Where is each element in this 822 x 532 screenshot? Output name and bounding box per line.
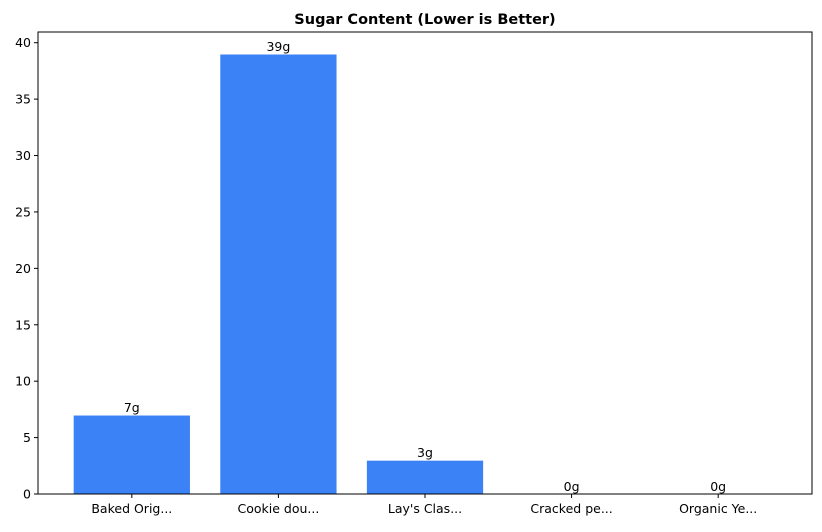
y-tick-label: 5 xyxy=(23,430,31,445)
bar xyxy=(365,459,485,495)
y-tick-label: 40 xyxy=(15,35,31,50)
y-tick-label: 15 xyxy=(15,317,31,332)
y-tick-label: 20 xyxy=(15,261,31,276)
bar xyxy=(219,53,338,495)
x-tick-label: Cracked pe... xyxy=(530,501,612,516)
bar-data-label: 3g xyxy=(417,445,433,460)
bar-data-label: 0g xyxy=(564,479,580,494)
y-tick-label: 25 xyxy=(15,204,31,219)
x-tick-label: Organic Ye... xyxy=(679,501,757,516)
y-tick-label: 0 xyxy=(23,487,31,502)
bar-data-label: 39g xyxy=(266,39,290,54)
chart-title: Sugar Content (Lower is Better) xyxy=(294,12,555,28)
bar-data-label: 7g xyxy=(124,400,140,415)
bar xyxy=(72,414,191,495)
plot-frame xyxy=(37,31,813,495)
x-tick-label: Lay's Clas... xyxy=(388,501,462,516)
bar-data-label: 0g xyxy=(710,479,726,494)
x-tick-label: Cookie dou... xyxy=(237,501,319,516)
y-tick-label: 30 xyxy=(15,148,31,163)
y-tick-label: 10 xyxy=(15,374,31,389)
x-tick-label: Baked Orig... xyxy=(91,501,172,516)
y-tick-label: 35 xyxy=(15,92,31,107)
